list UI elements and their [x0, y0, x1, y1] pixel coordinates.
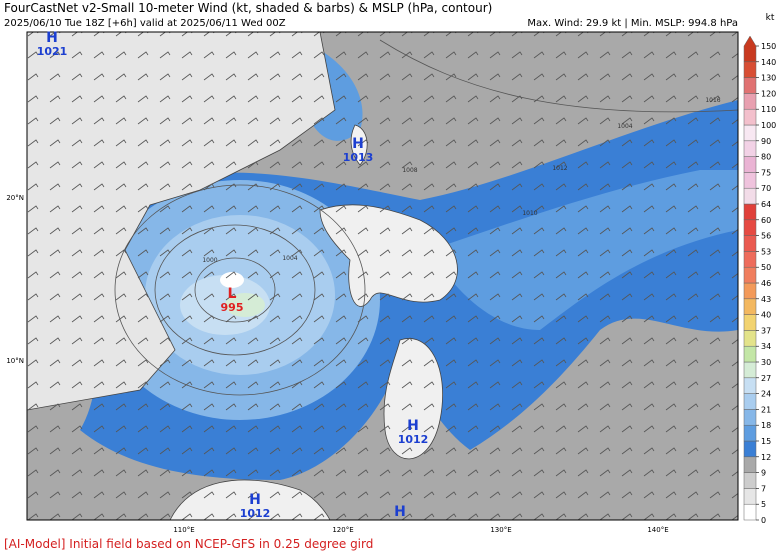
pressure-center-value: 1013 — [343, 151, 374, 164]
colorbar-segment — [743, 172, 757, 189]
colorbar-tick-label: 70 — [761, 184, 771, 193]
colorbar-tick-label: 46 — [761, 279, 771, 288]
colorbar-tick-label: 21 — [761, 405, 771, 414]
colorbar-tick-label: 40 — [761, 311, 771, 320]
pressure-center-symbol: H — [407, 418, 419, 434]
pressure-center-value: 1012 — [398, 433, 429, 446]
contour-label: 1012 — [552, 165, 567, 172]
colorbar-segment — [743, 93, 757, 110]
colorbar-tick-label: 50 — [761, 263, 771, 272]
colorbar-segment — [743, 330, 757, 347]
colorbar-tick-label: 53 — [761, 247, 771, 256]
colorbar-tick-label: 80 — [761, 153, 771, 162]
colorbar-segment — [743, 472, 757, 489]
colorbar-segment — [743, 203, 757, 221]
colorbar-tick-label: 37 — [761, 326, 771, 335]
colorbar: 0 5 7 9 12 15 18 21 24 27 30 34 37 40 43 46 50 53 56 60 64 70… — [743, 13, 776, 525]
colorbar-segment — [743, 503, 757, 521]
colorbar-segment — [743, 235, 757, 252]
colorbar-tick-label: 43 — [761, 295, 771, 304]
pressure-center-symbol: H — [46, 30, 58, 46]
contour-label: 1004 — [617, 123, 632, 130]
colorbar-segment — [743, 219, 757, 236]
colorbar-tick-label: 100 — [761, 121, 776, 130]
contour-label: 1008 — [402, 167, 417, 174]
colorbar-tick-label: 56 — [761, 232, 771, 241]
lon-label: 140°E — [647, 526, 668, 534]
colorbar-tick-label: 0 — [761, 516, 766, 525]
lat-label: 10°N — [6, 357, 24, 365]
map-frame — [26, 31, 739, 521]
colorbar-tick-label: 60 — [761, 216, 771, 225]
colorbar-tick-label: 34 — [761, 342, 771, 351]
contour-label: 1016 — [705, 97, 720, 104]
colorbar-segment — [743, 124, 757, 142]
colorbar-tick-label: 12 — [761, 453, 771, 462]
pressure-center-symbol: H — [394, 504, 406, 520]
lon-label: 120°E — [332, 526, 353, 534]
subtitle: 2025/06/10 Tue 18Z [+6h] valid at 2025/0… — [4, 18, 286, 29]
title: FourCastNet v2-Small 10-meter Wind (kt, … — [4, 1, 492, 15]
contour-label: 1004 — [282, 255, 297, 262]
colorbar-tick-label: 18 — [761, 421, 771, 430]
colorbar-tick-label: 140 — [761, 58, 776, 67]
footer: [AI-Model] Initial field based on NCEP-G… — [4, 537, 373, 551]
colorbar-segment — [743, 282, 757, 300]
colorbar-tick-label: 7 — [761, 484, 766, 493]
colorbar-segment — [743, 251, 757, 268]
lon-label: 130°E — [490, 526, 511, 534]
colorbar-segment — [743, 35, 757, 63]
pressure-center-symbol: H — [249, 492, 261, 508]
colorbar-tick-label: 75 — [761, 168, 771, 177]
colorbar-tick-label: 110 — [761, 105, 776, 114]
colorbar-tick-label: 150 — [761, 42, 776, 51]
pressure-center-symbol: H — [352, 136, 364, 152]
colorbar-tick-label: 24 — [761, 390, 771, 399]
colorbar-tick-label: 5 — [761, 500, 766, 509]
colorbar-tick-label: 9 — [761, 469, 766, 478]
colorbar-unit: kt — [766, 13, 775, 23]
colorbar-segment — [743, 440, 757, 458]
contour-label: 1010 — [522, 210, 537, 217]
lon-label: 110°E — [173, 526, 194, 534]
colorbar-segment — [743, 77, 757, 94]
colorbar-tick-label: 30 — [761, 358, 771, 367]
colorbar-tick-label: 64 — [761, 200, 771, 209]
colorbar-tick-label: 120 — [761, 89, 776, 98]
colorbar-tick-label: 15 — [761, 437, 771, 446]
colorbar-segment — [743, 156, 757, 173]
wind-barbs — [27, 32, 738, 520]
colorbar-tick-label: 130 — [761, 74, 776, 83]
colorbar-segment — [743, 345, 757, 363]
colorbar-segment — [743, 488, 757, 505]
colorbar-tick-label: 27 — [761, 374, 771, 383]
colorbar-segment — [743, 409, 757, 426]
colorbar-segment — [743, 424, 757, 442]
colorbar-segment — [743, 298, 757, 315]
colorbar-segment — [743, 393, 757, 410]
map — [27, 32, 738, 520]
pressure-center-value: 1012 — [240, 507, 271, 520]
colorbar-segment — [743, 140, 757, 157]
lat-label: 20°N — [6, 194, 24, 202]
stats: Max. Wind: 29.9 kt | Min. MSLP: 994.8 hP… — [527, 18, 738, 29]
colorbar-segment — [743, 361, 757, 379]
colorbar-segment — [743, 456, 757, 473]
colorbar-segment — [743, 314, 757, 331]
colorbar-segment — [743, 61, 757, 78]
colorbar-segment — [743, 108, 757, 126]
pressure-center-value: 1021 — [37, 45, 68, 58]
colorbar-segment — [743, 266, 757, 284]
contour-label: 1000 — [202, 257, 217, 264]
colorbar-segment — [743, 377, 757, 394]
pressure-center-value: 995 — [221, 301, 244, 314]
pressure-center-symbol: L — [228, 286, 237, 302]
colorbar-segment — [743, 187, 757, 205]
colorbar-tick-label: 90 — [761, 137, 771, 146]
